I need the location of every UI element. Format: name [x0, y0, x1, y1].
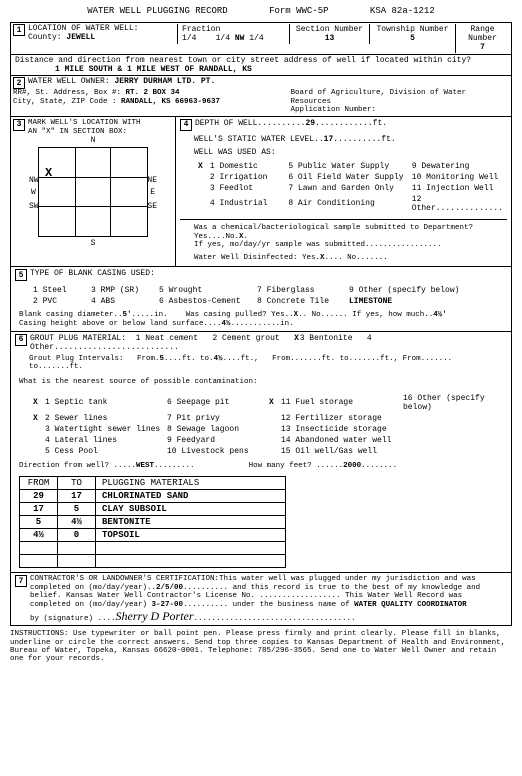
sec2-title: WATER WELL OWNER: — [28, 77, 110, 86]
signature: Sherry D Porter — [116, 609, 194, 623]
owner: JERRY DURHAM LTD. PT. — [114, 77, 215, 86]
section-1-row: 1 LOCATION OF WATER WELL: County: JEWELL… — [11, 23, 511, 55]
township-val: 5 — [374, 34, 451, 43]
section-6: 6 GROUT PLUG MATERIAL: 1 Neat cement 2 C… — [11, 332, 511, 574]
county-lbl: County: — [28, 33, 62, 42]
section-1-dist: Distance and direction from nearest town… — [11, 55, 511, 76]
app-lbl: Application Number: — [290, 106, 509, 115]
dir-se2: SE — [147, 202, 157, 211]
township-lbl: Township Number — [374, 25, 451, 34]
section-2: 2 WATER WELL OWNER: JERRY DURHAM LTD. PT… — [11, 76, 511, 117]
depth-unit: ft. — [373, 119, 387, 128]
f1: 1/4 — [182, 34, 196, 43]
dir-s: S — [13, 239, 173, 248]
disinf-lbl: Water Well Disinfected: Yes — [194, 254, 316, 262]
county-val: JEWELL — [66, 33, 95, 42]
form-header: WATER WELL PLUGGING RECORD Form WWC-5P K… — [10, 6, 512, 16]
sec5-title: TYPE OF BLANK CASING USED: — [30, 269, 155, 281]
chem-if: If yes, mo/day/yr sample was submitted..… — [194, 241, 442, 249]
f2: 1/4 — [216, 34, 230, 43]
chem-ans: X — [239, 233, 244, 241]
section-5-num: 5 — [15, 269, 27, 281]
range-val: 7 — [460, 43, 505, 52]
dir-nw2: NW — [29, 176, 39, 185]
section-3-4: 3 MARK WELL'S LOCATION WITH AN "X" IN SE… — [11, 117, 511, 268]
sec3-t2: AN "X" IN SECTION BOX: — [28, 128, 141, 137]
dir-e: E — [150, 188, 155, 197]
grout-mark: X — [294, 334, 299, 343]
dist-val: 1 MILE SOUTH & 1 MILE WEST OF RANDALL, K… — [15, 65, 252, 74]
casing-opts: 1 Steel3 RMP (SR)5 Wrought7 Fiberglass9 … — [29, 284, 463, 308]
uses-table: X1 Domestic5 Public Water Supply9 Dewate… — [194, 160, 507, 215]
section-2-num: 2 — [13, 77, 25, 89]
section-1-num: 1 — [13, 24, 25, 36]
fraction-lbl: Fraction — [182, 25, 285, 34]
ksa: KSA 82a-1212 — [370, 6, 435, 16]
section-val: 13 — [294, 34, 365, 43]
title: WATER WELL PLUGGING RECORD — [87, 6, 227, 16]
depth: 29 — [305, 119, 315, 128]
instructions: INSTRUCTIONS: Use typewriter or ball poi… — [10, 630, 512, 663]
dir-n: N — [13, 136, 173, 145]
disinf-no: No....... — [347, 254, 388, 262]
dir-ne2: NE — [147, 176, 157, 185]
contam-lbl: What is the nearest source of possible c… — [19, 378, 258, 387]
city: RANDALL, KS 66963-9637 — [121, 98, 220, 106]
range-lbl: Range Number — [460, 25, 505, 43]
depth-lbl: DEPTH OF WELL — [195, 119, 257, 128]
use-mark: X — [198, 162, 203, 171]
nw: NW — [235, 34, 245, 43]
th-mat: PLUGGING MATERIALS — [96, 477, 286, 490]
th-from: FROM — [20, 477, 58, 490]
dir-w: W — [31, 188, 36, 197]
plugging-table: FROM TO PLUGGING MATERIALS 2917CHLORINAT… — [19, 476, 286, 568]
static-unit: ft. — [381, 135, 395, 144]
f3: 1/4 — [249, 34, 263, 43]
form-container: 1 LOCATION OF WATER WELL: County: JEWELL… — [10, 22, 512, 626]
static: 17 — [324, 135, 334, 144]
contam-opts: X1 Septic tank6 Seepage pitX11 Fuel stor… — [29, 392, 507, 458]
other-ans: LIMESTONE — [347, 297, 461, 306]
used-lbl: WELL WAS USED AS: — [194, 148, 507, 157]
static-lbl: WELL'S STATIC WATER LEVEL — [194, 135, 314, 144]
section-grid: X NW NE W E SW SE — [38, 147, 148, 237]
addr: RT. 2 BOX 34 — [126, 89, 180, 97]
sec1-title: LOCATION OF WATER WELL: — [28, 24, 138, 33]
addr-lbl: RR#, St. Address, Box #: — [13, 89, 121, 97]
section-5: 5 TYPE OF BLANK CASING USED: 1 Steel3 RM… — [11, 267, 511, 331]
board-lbl: Board of Agriculture, Division of Water … — [290, 89, 509, 106]
th-to: TO — [58, 477, 96, 490]
section-lbl: Section Number — [294, 25, 365, 34]
sec3-t1: MARK WELL'S LOCATION WITH — [28, 119, 141, 128]
city-lbl: City, State, ZIP Code : — [13, 98, 117, 106]
formno: Form WWC-5P — [269, 6, 328, 16]
chem-q: Was a chemical/bacteriological sample su… — [194, 224, 473, 241]
grid-x: X — [45, 166, 52, 180]
section-7-num: 7 — [15, 575, 27, 587]
section-6-num: 6 — [15, 334, 27, 346]
dir-sw2: SW — [29, 202, 39, 211]
section-7: 7 CONTRACTOR'S OR LANDOWNER'S CERTIFICAT… — [11, 573, 511, 625]
disinf-yes: X — [320, 254, 325, 262]
section-3-num: 3 — [13, 119, 25, 131]
section-4-num: 4 — [180, 119, 192, 131]
dist-lbl: Distance and direction from nearest town… — [15, 56, 471, 65]
